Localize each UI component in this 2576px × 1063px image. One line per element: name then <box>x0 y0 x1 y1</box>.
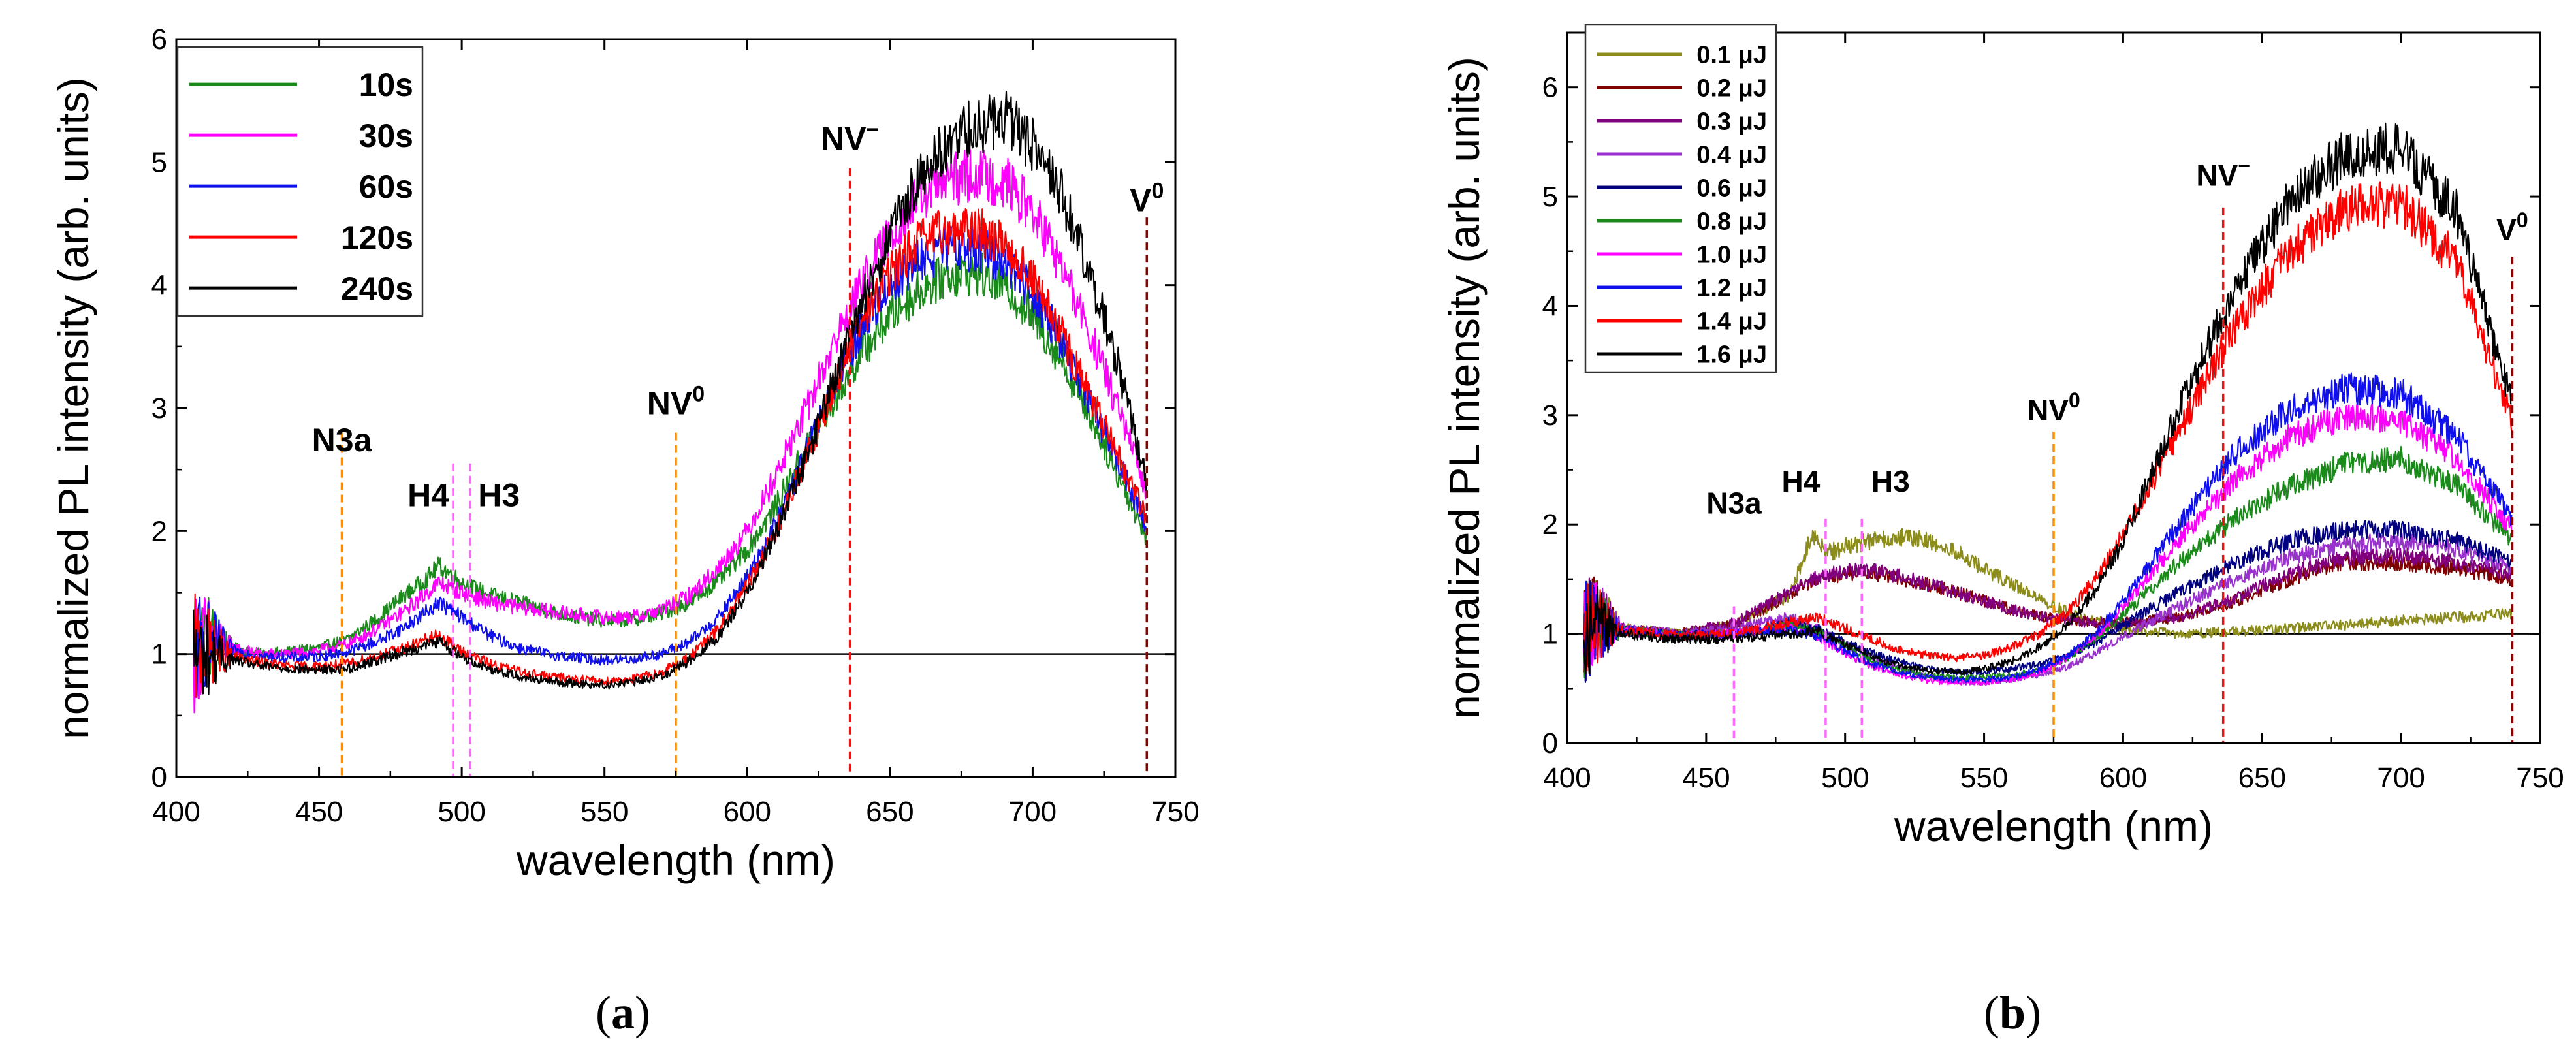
y-tick-label: 0 <box>1542 727 1558 759</box>
y-tick-label: 0 <box>151 761 167 793</box>
legend-label: 240s <box>341 270 413 307</box>
legend-box <box>176 46 424 317</box>
x-tick-label: 450 <box>295 796 343 828</box>
y-tick-label: 6 <box>1542 72 1558 104</box>
legend-label: 1.2 μJ <box>1696 275 1767 302</box>
marker-label-v-5: V0 <box>2496 208 2528 247</box>
x-tick-label: 700 <box>1009 796 1057 828</box>
marker-label-n3a-0: N3a <box>1706 486 1762 520</box>
y-tick-label: 2 <box>1542 509 1558 541</box>
x-tick-label: 700 <box>2377 762 2425 794</box>
x-axis-label: wavelength (nm) <box>1894 802 2213 850</box>
y-tick-label: 5 <box>1542 181 1558 213</box>
panel-a-chart: N3a H4 H3 NV0 NV− V0 400 450 500 550 600 650 700 750 0… <box>49 24 1200 884</box>
y-tick-label: 3 <box>1542 400 1558 432</box>
x-tick-label: 550 <box>580 796 628 828</box>
y-tick-label: 6 <box>151 24 167 56</box>
y-tick-label: 1 <box>151 639 167 671</box>
marker-label-h4-1: H4 <box>407 477 449 514</box>
legend-label: 0.2 μJ <box>1696 75 1767 103</box>
x-tick-label: 600 <box>724 796 771 828</box>
legend-label: 0.8 μJ <box>1696 208 1767 236</box>
y-axis-label: normalized PL intensity (arb. units) <box>1440 57 1488 719</box>
x-tick-label: 400 <box>152 796 200 828</box>
x-tick-label: 500 <box>437 796 485 828</box>
legend-label: 1.6 μJ <box>1696 341 1767 369</box>
marker-label-h3-2: H3 <box>1871 464 1910 498</box>
x-tick-label: 750 <box>2516 762 2564 794</box>
legend-label: 30s <box>359 118 413 154</box>
y-tick-label: 1 <box>1542 618 1558 650</box>
legend-label: 60s <box>359 168 413 205</box>
x-tick-label: 650 <box>866 796 914 828</box>
marker-label-h3-2: H3 <box>478 477 520 514</box>
x-axis-label: wavelength (nm) <box>516 836 835 884</box>
x-tick-label: 750 <box>1151 796 1199 828</box>
caption-b: (b) <box>1984 987 2042 1039</box>
marker-label-n3a-0: N3a <box>312 422 373 458</box>
marker-label-h4-1: H4 <box>1782 464 1821 498</box>
x-tick-label: 650 <box>2238 762 2286 794</box>
x-tick-label: 400 <box>1543 762 1591 794</box>
y-axis-label: normalized PL intensity (arb. units) <box>49 77 97 739</box>
legend-label: 0.1 μJ <box>1696 42 1767 69</box>
series-line-a-0 <box>193 252 1147 689</box>
y-tick-label: 2 <box>151 515 167 547</box>
series-line-b-4 <box>1583 520 2513 684</box>
y-tick-label: 4 <box>1542 290 1558 322</box>
caption-b-letter: b <box>1999 987 2026 1039</box>
legend-label: 120s <box>341 219 413 256</box>
series-line-b-8 <box>1583 181 2513 672</box>
x-tick-label: 550 <box>1960 762 2008 794</box>
caption-a: (a) <box>596 987 650 1039</box>
marker-label-nv-3: NV0 <box>647 381 705 421</box>
legend-label: 1.4 μJ <box>1696 308 1767 336</box>
series-line-b-2 <box>1583 547 2513 682</box>
marker-label-nv-4: NV− <box>2196 153 2250 192</box>
y-tick-label: 3 <box>151 392 167 424</box>
legend-label: 0.6 μJ <box>1696 175 1767 202</box>
plot-area <box>1583 122 2513 686</box>
legend-label: 10s <box>359 67 413 103</box>
legend-box <box>1584 24 1777 373</box>
x-tick-label: 600 <box>2099 762 2147 794</box>
legend-label: 0.3 μJ <box>1696 108 1767 136</box>
legend-label: 0.4 μJ <box>1696 142 1767 169</box>
series-line-a-1 <box>193 149 1147 714</box>
marker-label-nv-3: NV0 <box>2027 389 2080 427</box>
marker-label-v-5: V0 <box>1130 179 1164 219</box>
x-tick-label: 500 <box>1821 762 1869 794</box>
y-tick-label: 5 <box>151 146 167 178</box>
series-line-a-3 <box>193 208 1147 698</box>
plot-area <box>193 91 1147 714</box>
series-line-b-9 <box>1583 122 2512 675</box>
series-line-a-4 <box>193 91 1147 695</box>
marker-label-nv-4: NV− <box>821 118 879 157</box>
legend-label: 1.0 μJ <box>1696 242 1767 269</box>
caption-a-letter: a <box>611 987 635 1039</box>
y-tick-label: 4 <box>151 270 167 302</box>
series-line-b-1 <box>1583 554 2513 673</box>
x-tick-label: 450 <box>1682 762 1730 794</box>
